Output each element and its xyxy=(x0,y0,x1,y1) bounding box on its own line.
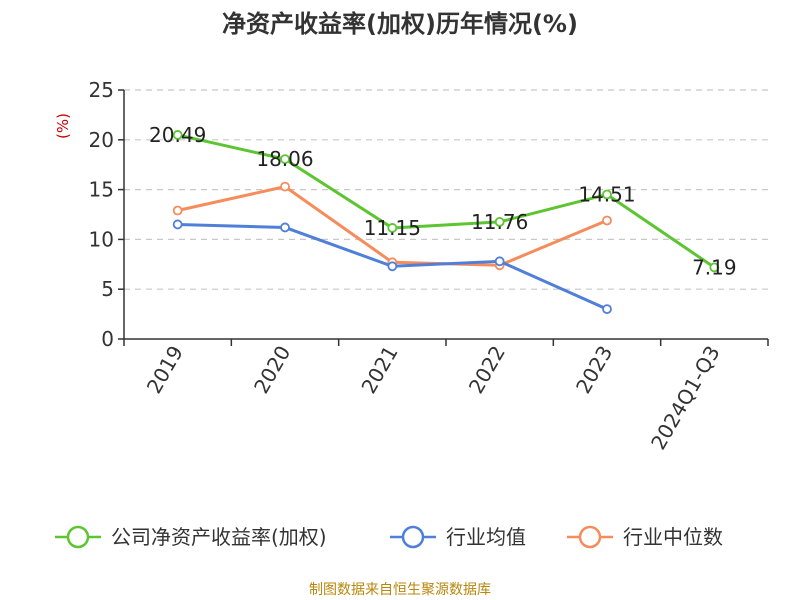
y-tick-label: 15 xyxy=(89,178,114,202)
data-label: 20.49 xyxy=(149,123,206,147)
data-point xyxy=(494,216,505,227)
data-point xyxy=(602,304,612,315)
y-tick-label: 5 xyxy=(101,277,114,301)
y-tick-label: 10 xyxy=(89,227,114,251)
data-labels: 20.49 18.06 11.15 11.76 14.51 7.19 xyxy=(149,123,737,279)
data-point xyxy=(602,189,612,200)
legend-swatch-marker xyxy=(578,525,602,549)
legend-swatch-marker xyxy=(401,525,425,549)
y-tick-label: 25 xyxy=(89,78,114,102)
data-point xyxy=(280,181,290,192)
source-note: 制图数据来自恒生聚源数据库 xyxy=(309,582,491,598)
data-label: 11.15 xyxy=(364,216,421,240)
legend-label: 行业中位数 xyxy=(623,525,723,549)
data-label: 7.19 xyxy=(692,255,737,279)
chart-title: 净资产收益率(加权)历年情况(%) xyxy=(222,10,578,38)
data-point xyxy=(280,154,290,165)
data-point xyxy=(387,223,398,233)
data-label: 14.51 xyxy=(578,182,635,206)
series-group xyxy=(172,130,720,315)
data-point xyxy=(172,219,183,230)
data-point xyxy=(602,215,612,226)
x-tick-label: 2021 xyxy=(356,342,402,398)
legend-swatch-marker xyxy=(66,525,90,549)
data-point xyxy=(280,222,290,233)
legend-label: 行业均值 xyxy=(446,525,526,549)
x-tick-label: 2019 xyxy=(142,342,188,398)
data-point xyxy=(172,130,183,140)
x-tick-label: 2023 xyxy=(571,342,617,398)
data-label: 18.06 xyxy=(256,147,313,171)
x-tick-label: 2020 xyxy=(249,342,295,398)
legend-label: 公司净资产收益率(加权) xyxy=(111,525,327,549)
y-tick-label: 20 xyxy=(89,128,114,152)
series-line xyxy=(177,133,716,269)
data-point xyxy=(172,205,183,216)
y-axis-label: (%) xyxy=(54,113,72,139)
data-point xyxy=(494,256,505,267)
x-tick-label: 2022 xyxy=(464,341,510,397)
data-point xyxy=(709,262,720,273)
y-tick-label: 0 xyxy=(101,327,114,351)
data-point xyxy=(387,261,398,272)
data-label: 11.76 xyxy=(471,210,528,234)
x-tick-label: 2024Q1-Q3 xyxy=(646,342,725,454)
legend: 公司净资产收益率(加权) 行业均值 行业中位数 xyxy=(55,525,723,549)
grid-lines xyxy=(124,89,768,290)
